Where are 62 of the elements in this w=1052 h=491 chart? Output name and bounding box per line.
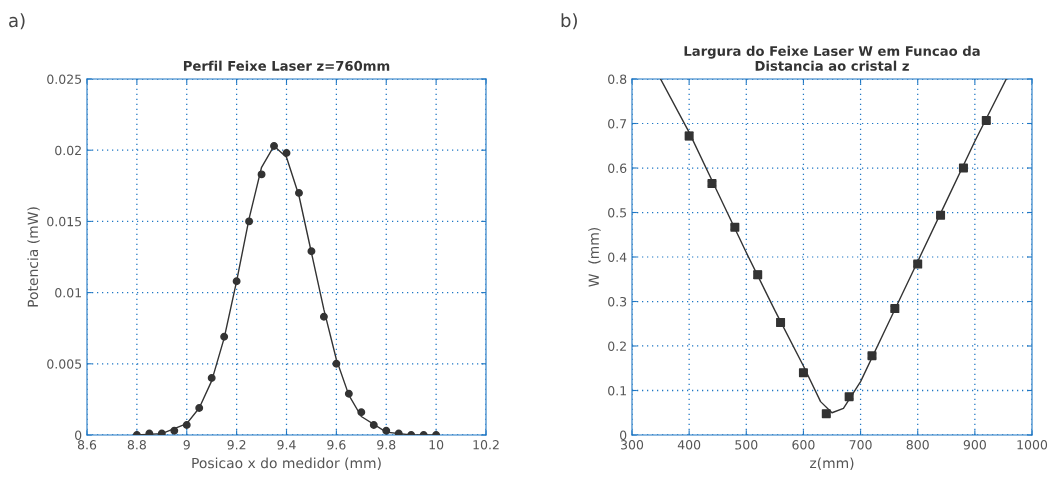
y-tick-label: 0 — [620, 430, 627, 440]
point — [170, 426, 179, 435]
y-tick-label: 0.01 — [55, 288, 81, 298]
point — [257, 170, 266, 179]
point — [195, 403, 204, 412]
point — [295, 188, 303, 197]
y-tick-label: 0.5 — [608, 207, 627, 218]
x-tick-label: 700 — [849, 440, 872, 450]
point — [282, 149, 291, 158]
y-axis-title: W (mm) — [588, 227, 601, 287]
y-tick-label: 0.2 — [608, 341, 626, 351]
y-tick-label: 0.1 — [608, 385, 626, 396]
x-axis-title: z(mm) — [810, 457, 854, 470]
x-tick-label: 9.8 — [377, 440, 396, 450]
point — [220, 332, 229, 341]
x-tick-label: 8.6 — [77, 440, 97, 450]
point — [232, 277, 241, 286]
point — [798, 368, 808, 378]
y-tick-label: 0.8 — [608, 74, 627, 84]
x-tick-label: 600 — [792, 440, 815, 450]
point — [936, 210, 946, 220]
chart-title: Largura do Feixe Laser W em Funcao da Distancia ao cristal z — [684, 45, 980, 71]
point — [958, 163, 968, 173]
point — [357, 408, 366, 417]
y-tick-label: 0 — [75, 430, 82, 440]
x-tick-label: 9.6 — [327, 440, 346, 450]
y-tick-label: 0.3 — [608, 296, 627, 307]
point — [821, 409, 831, 419]
text: a) — [9, 13, 25, 30]
y-tick-label: 0.6 — [608, 163, 627, 173]
x-tick-label: 9 — [183, 440, 190, 450]
y-tick-label: 0.015 — [47, 216, 82, 227]
point — [382, 426, 391, 435]
x-tick-label: 800 — [906, 440, 929, 450]
y-tick-label: 0.005 — [47, 359, 82, 369]
chart-title: Perfil Feixe Laser z=760mm — [183, 60, 390, 71]
x-tick-label: 10.2 — [473, 440, 499, 450]
x-tick-label: 9.4 — [277, 440, 296, 450]
y-tick-label: 0.7 — [608, 118, 627, 129]
x-tick-label: 500 — [735, 440, 758, 450]
text: b) — [561, 13, 577, 30]
y-tick-label: 0.4 — [608, 252, 627, 262]
y-axis-title: Potencia (mW) — [27, 207, 40, 307]
y-tick-label: 0.025 — [47, 74, 82, 84]
point — [245, 217, 254, 226]
point — [270, 141, 278, 150]
point — [182, 421, 191, 429]
x-tick-label: 8.8 — [127, 440, 146, 450]
point — [332, 359, 341, 368]
x-axis-title: Posicao x do medidor (mm) — [192, 457, 381, 470]
point — [319, 312, 328, 321]
x-tick-label: 1000 — [1017, 440, 1048, 450]
x-tick-label: 400 — [677, 440, 701, 450]
point — [369, 421, 378, 429]
x-tick-label: 900 — [963, 440, 986, 450]
x-tick-label: 300 — [621, 440, 644, 450]
x-tick-label: 9.2 — [227, 440, 246, 450]
point — [344, 389, 353, 398]
x-tick-label: 10 — [429, 440, 444, 450]
point — [207, 374, 216, 382]
point — [307, 247, 316, 256]
y-tick-label: 0.02 — [55, 145, 81, 156]
